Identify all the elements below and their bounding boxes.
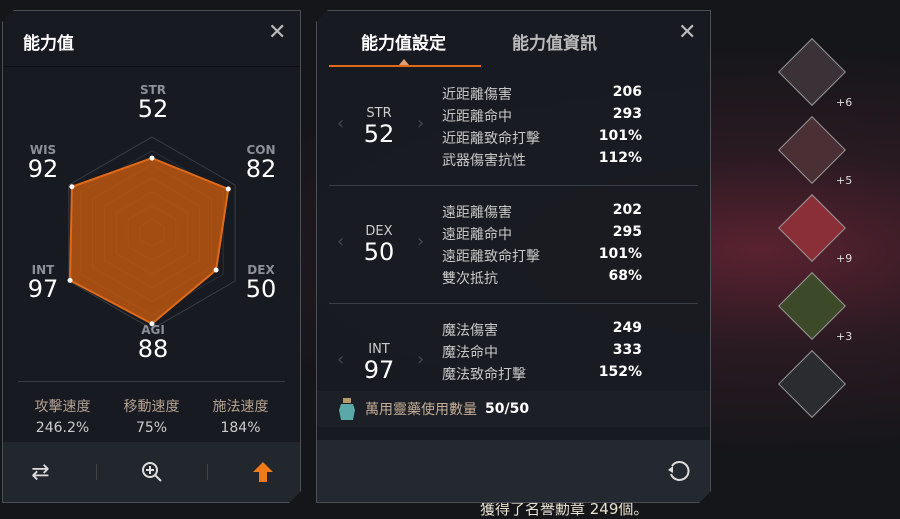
- toolbar: ⇄: [3, 442, 300, 502]
- increase-arrow-icon[interactable]: ›: [417, 113, 425, 134]
- close-icon[interactable]: ✕: [678, 20, 697, 45]
- stats-panel: 能力值 ✕ STR 52 CON 82 DEX 50 AGI 88 INT 97 WIS 92 攻擊速…: [2, 10, 301, 503]
- radar-point-dex: [214, 268, 219, 273]
- elixir-bottle-icon: [337, 397, 357, 421]
- radar-chart: [3, 71, 302, 381]
- stat-label-str: STR: [139, 83, 167, 97]
- stat-row: 魔法傷害 249: [442, 320, 642, 339]
- stat-settings-panel: 能力值設定 能力值資訊 ✕ ‹ STR 52 › 近距離傷害 206 近距離命中 29…: [316, 10, 711, 503]
- cast-speed: 施法速度 184%: [212, 399, 269, 436]
- increase-arrow-icon[interactable]: ›: [417, 349, 425, 370]
- elixir-usage: 萬用靈藥使用數量 50/50: [317, 391, 710, 427]
- zoom-in-icon[interactable]: [132, 452, 172, 492]
- stat-label-int: INT: [31, 263, 55, 277]
- stat-value-dex: 50: [245, 275, 277, 303]
- stat-row: 武器傷害抗性 112%: [442, 150, 642, 169]
- stat-row: 雙次抵抗 68%: [442, 268, 642, 287]
- stat-row: 魔法命中 333: [442, 342, 642, 361]
- stat-section-dex: ‹ DEX 50 › 遠距離傷害 202 遠距離命中 295 遠距離致命打擊 101% 雙次…: [329, 186, 698, 304]
- enhance-label: +5: [836, 174, 853, 187]
- stat-value-wis: 92: [27, 155, 59, 183]
- stat-row: 遠距離致命打擊 101%: [442, 246, 642, 265]
- equipment-slot[interactable]: [778, 350, 846, 418]
- stat-section-int: ‹ INT 97 › 魔法傷害 249 魔法命中 333 魔法致命打擊 152%: [337, 320, 642, 384]
- radar-grid: [69, 137, 235, 329]
- speed-stats: 攻擊速度 246.2% 移動速度 75% 施法速度 184%: [18, 381, 285, 436]
- stat-row: 近距離傷害 206: [442, 84, 642, 103]
- decrease-arrow-icon[interactable]: ‹: [337, 231, 345, 252]
- increase-arrow-icon[interactable]: ›: [417, 231, 425, 252]
- level-up-arrow-icon[interactable]: [243, 452, 283, 492]
- stat-value-agi: 88: [137, 335, 169, 363]
- enhance-label: +6: [836, 96, 853, 109]
- stat-label-dex: DEX: [247, 263, 275, 277]
- radar-point-con: [226, 186, 231, 191]
- radar-point-str: [150, 156, 155, 161]
- enhance-label: +9: [836, 252, 853, 265]
- panel-title: 能力值: [23, 34, 74, 54]
- enhance-label: +3: [836, 330, 853, 343]
- stat-label-con: CON: [246, 143, 276, 157]
- stat-label-agi: AGI: [141, 323, 165, 337]
- tab-stat-info[interactable]: 能力值資訊: [512, 34, 597, 54]
- swap-icon[interactable]: ⇄: [31, 459, 50, 485]
- attack-speed: 攻擊速度 246.2%: [34, 399, 91, 436]
- stat-value-str: 52: [137, 95, 169, 123]
- decrease-arrow-icon[interactable]: ‹: [337, 113, 345, 134]
- reset-icon[interactable]: [666, 458, 690, 482]
- stat-row: 魔法致命打擊 152%: [442, 364, 642, 383]
- stat-section-str: ‹ STR 52 › 近距離傷害 206 近距離命中 293 近距離致命打擊 101% 武器…: [329, 68, 698, 186]
- move-speed: 移動速度 75%: [123, 399, 180, 436]
- close-icon[interactable]: ✕: [268, 20, 287, 45]
- stat-value-int: 97: [27, 275, 59, 303]
- stat-label-wis: WIS: [29, 143, 57, 157]
- chat-message: 獲得了名譽勳章 249個。: [480, 500, 649, 518]
- stat-row: 近距離致命打擊 101%: [442, 128, 642, 147]
- stat-row: 遠距離傷害 202: [442, 202, 642, 221]
- radar-point-agi: [150, 321, 155, 326]
- stat-row: 遠距離命中 295: [442, 224, 642, 243]
- radar-point-wis: [69, 184, 74, 189]
- radar-point-int: [68, 278, 73, 283]
- decrease-arrow-icon[interactable]: ‹: [337, 349, 345, 370]
- stat-row: 近距離命中 293: [442, 106, 642, 125]
- stat-value-con: 82: [245, 155, 277, 183]
- tab-stat-settings[interactable]: 能力值設定: [361, 34, 446, 54]
